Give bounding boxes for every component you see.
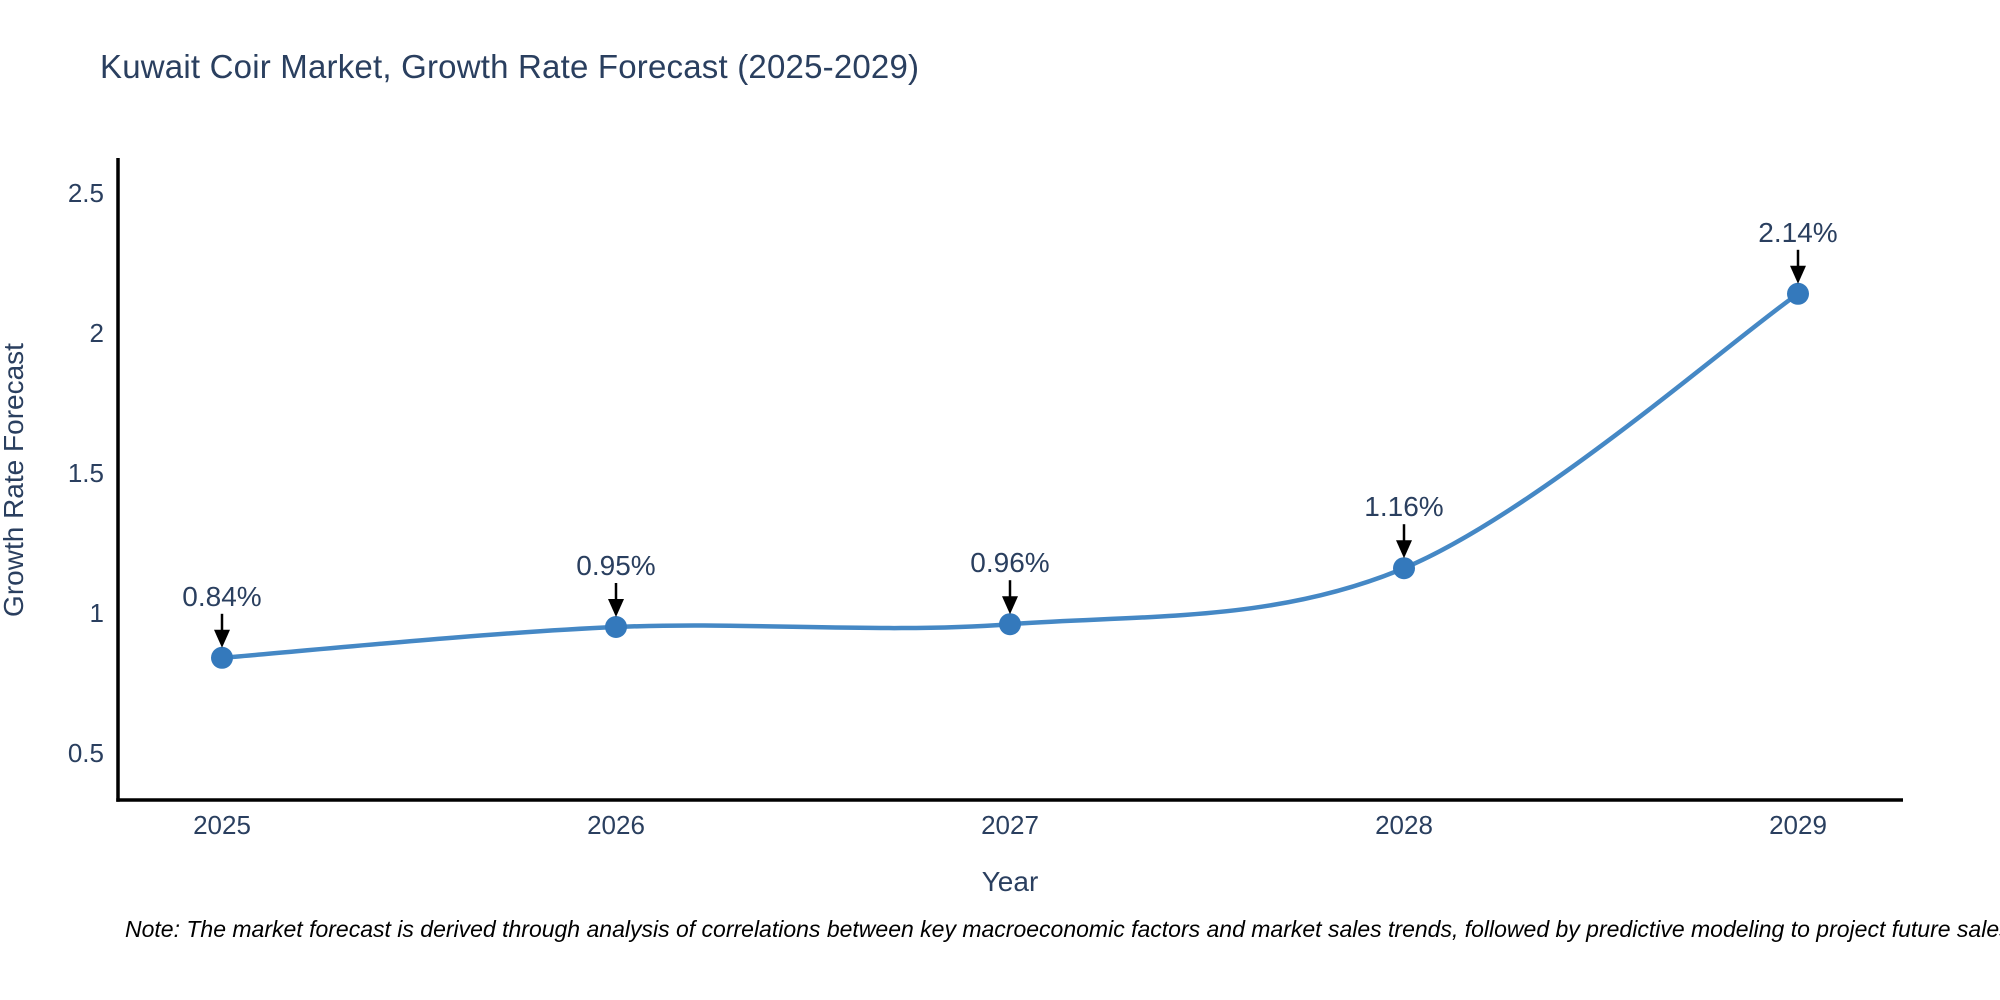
data-point-marker	[999, 613, 1021, 636]
data-point-label: 0.96%	[970, 547, 1049, 578]
x-tick-label: 2025	[193, 810, 251, 840]
annotation-arrow-head	[608, 599, 624, 617]
data-point-marker	[1787, 282, 1809, 305]
data-point-marker	[1393, 557, 1415, 580]
y-tick-label: 2	[90, 318, 104, 348]
data-point-label: 1.16%	[1364, 491, 1443, 522]
x-tick-label: 2028	[1375, 810, 1433, 840]
x-tick-label: 2027	[981, 810, 1039, 840]
annotation-arrow-head	[214, 629, 230, 648]
forecast-line	[219, 291, 1801, 661]
y-axis-title: Growth Rate Forecast	[0, 343, 29, 617]
y-tick-label: 2.5	[68, 178, 104, 208]
footnote: Note: The market forecast is derived thr…	[125, 916, 2000, 942]
data-point-label: 0.84%	[182, 581, 261, 612]
y-tick-label: 1.5	[68, 458, 104, 488]
y-tick-label: 0.5	[68, 738, 104, 768]
x-tick-label: 2026	[587, 810, 645, 840]
x-axis-title: Year	[981, 866, 1039, 897]
annotation-arrow-head	[1002, 596, 1018, 615]
annotation-arrow-head	[1396, 540, 1412, 559]
data-point-marker	[211, 646, 233, 669]
data-point-marker	[605, 616, 627, 638]
data-point-label: 0.95%	[576, 550, 655, 581]
chart-title: Kuwait Coir Market, Growth Rate Forecast…	[100, 48, 920, 85]
x-tick-label: 2029	[1769, 810, 1827, 840]
annotation-arrow-head	[1790, 265, 1806, 284]
data-point-label: 2.14%	[1758, 217, 1837, 248]
y-tick-label: 1	[90, 598, 104, 628]
